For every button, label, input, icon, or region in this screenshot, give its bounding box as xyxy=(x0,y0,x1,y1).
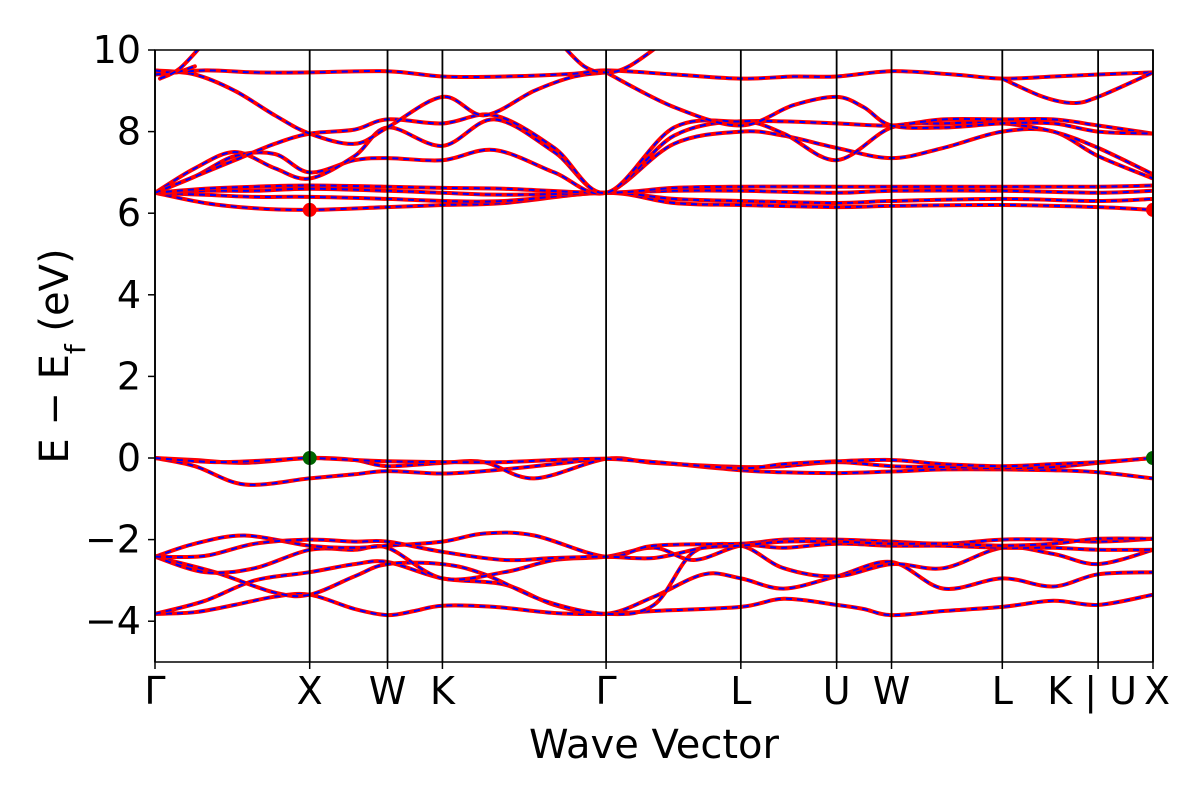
vbm-marker-1 xyxy=(1146,451,1153,465)
x-tick-label-10: X xyxy=(1144,669,1170,713)
band-dash-c4 xyxy=(155,184,1153,194)
y-tick-label-2: 0 xyxy=(117,436,141,480)
band-dash-c9 xyxy=(605,71,1153,135)
plot-frame xyxy=(154,49,1154,663)
x-tick-label-5: L xyxy=(730,669,751,713)
x-tick-label-2: W xyxy=(369,669,407,713)
y-axis-ticks: −4 −2 0 2 4 6 8 10 xyxy=(85,28,155,643)
kpoint-lines xyxy=(154,50,1154,662)
y-tick-label-4: 4 xyxy=(117,273,141,317)
y-tick-label-7: 10 xyxy=(93,28,141,72)
x-tick-label-3: K xyxy=(430,669,456,713)
band-dash-v9 xyxy=(155,456,1153,470)
cbm-marker-1 xyxy=(1146,202,1153,217)
x-tick-label-8: L xyxy=(992,669,1013,713)
band-dash-c12 xyxy=(159,50,199,80)
x-tick-label-7: W xyxy=(873,669,911,713)
band-line-c14 xyxy=(564,50,657,75)
y-tick-label-0: −4 xyxy=(85,599,141,643)
y-tick-label-6: 8 xyxy=(117,110,141,154)
y-tick-label-5: 6 xyxy=(117,191,141,235)
x-tick-label-6: U xyxy=(823,669,851,713)
x-tick-label-0: Γ xyxy=(144,669,165,713)
y-axis-label-unit: (eV) xyxy=(32,248,78,344)
x-tick-label-9: K | U xyxy=(1047,669,1137,714)
band-dash-v1 xyxy=(155,592,1153,617)
bands-layer xyxy=(155,50,1153,618)
y-tick-label-1: −2 xyxy=(85,518,141,562)
y-axis-label: E − Ef (eV) xyxy=(32,248,92,463)
band-line-c8 xyxy=(155,68,609,146)
band-dash-c11 xyxy=(155,65,196,74)
y-axis-label-subscript: f xyxy=(59,343,92,354)
band-edge-markers xyxy=(302,202,1153,465)
band-dash-v2 xyxy=(155,560,1153,616)
y-tick-label-3: 2 xyxy=(117,354,141,398)
band-dash-v3 xyxy=(155,542,1153,616)
x-tick-label-4: Γ xyxy=(596,669,617,713)
y-axis-label-main: E − E xyxy=(32,354,78,464)
band-dash-v6 xyxy=(155,537,1153,562)
band-dash-c8 xyxy=(155,69,607,145)
band-dash-v5 xyxy=(155,531,1153,558)
x-tick-label-1: X xyxy=(297,669,323,713)
band-line-c13 xyxy=(1000,70,1153,106)
x-axis-label: Wave Vector xyxy=(529,722,780,768)
band-dash-c7 xyxy=(155,113,1153,194)
